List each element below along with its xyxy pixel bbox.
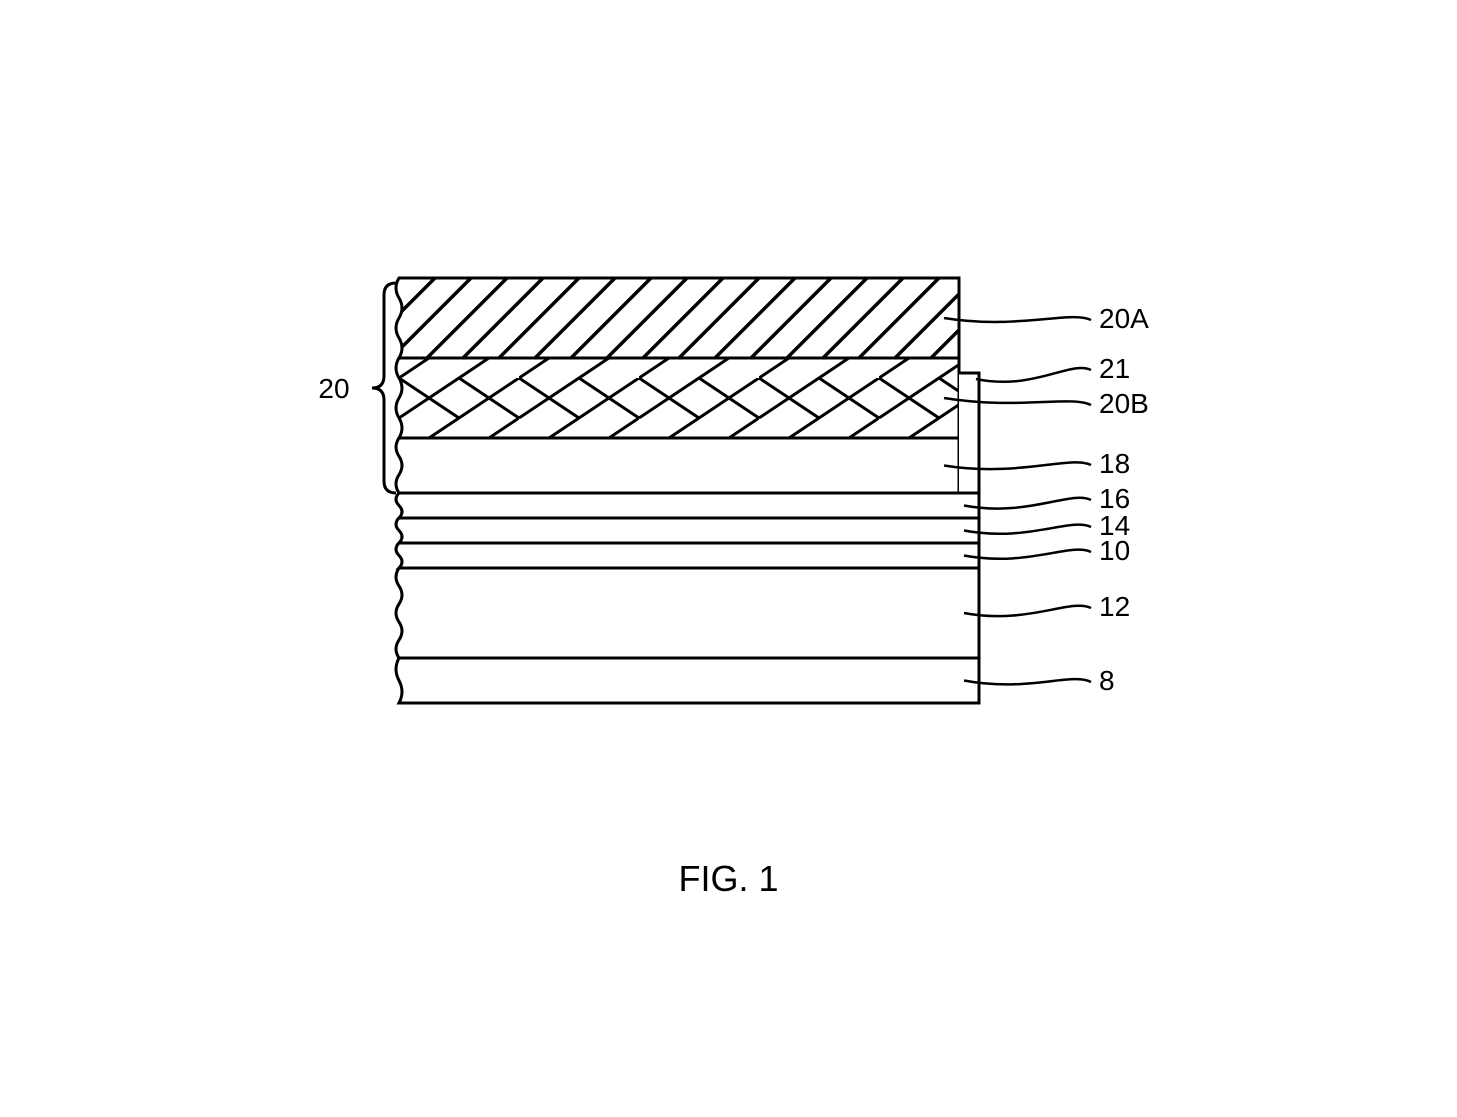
step-region-21 [959, 373, 979, 493]
label-12: 12 [1099, 591, 1130, 622]
cross-section-diagram: 20 20A20B1816141012821 [279, 218, 1179, 818]
leader-10 [964, 549, 1091, 558]
leader-8 [964, 679, 1091, 684]
bracket-20 [372, 283, 396, 493]
leader-21 [976, 367, 1091, 381]
leader-12 [964, 605, 1091, 615]
label-20A: 20A [1099, 303, 1149, 334]
bracket-label-20: 20 [318, 373, 349, 404]
layer-14 [396, 518, 979, 543]
leader-16 [964, 497, 1091, 508]
layer-10 [396, 543, 979, 568]
label-20B: 20B [1099, 388, 1149, 419]
layer-20A [396, 278, 959, 358]
layer-20B [396, 358, 959, 438]
label-21: 21 [1099, 353, 1130, 384]
label-8: 8 [1099, 665, 1115, 696]
layer-16 [396, 493, 979, 518]
figure-caption: FIG. 1 [678, 858, 778, 900]
leader-14 [964, 524, 1091, 533]
diagram-svg: 20 20A20B1816141012821 [279, 218, 1179, 818]
layer-8 [396, 658, 979, 703]
layer-12 [396, 568, 979, 658]
leader-20A [944, 317, 1091, 322]
label-18: 18 [1099, 448, 1130, 479]
label-10: 10 [1099, 535, 1130, 566]
layer-18 [396, 438, 959, 493]
